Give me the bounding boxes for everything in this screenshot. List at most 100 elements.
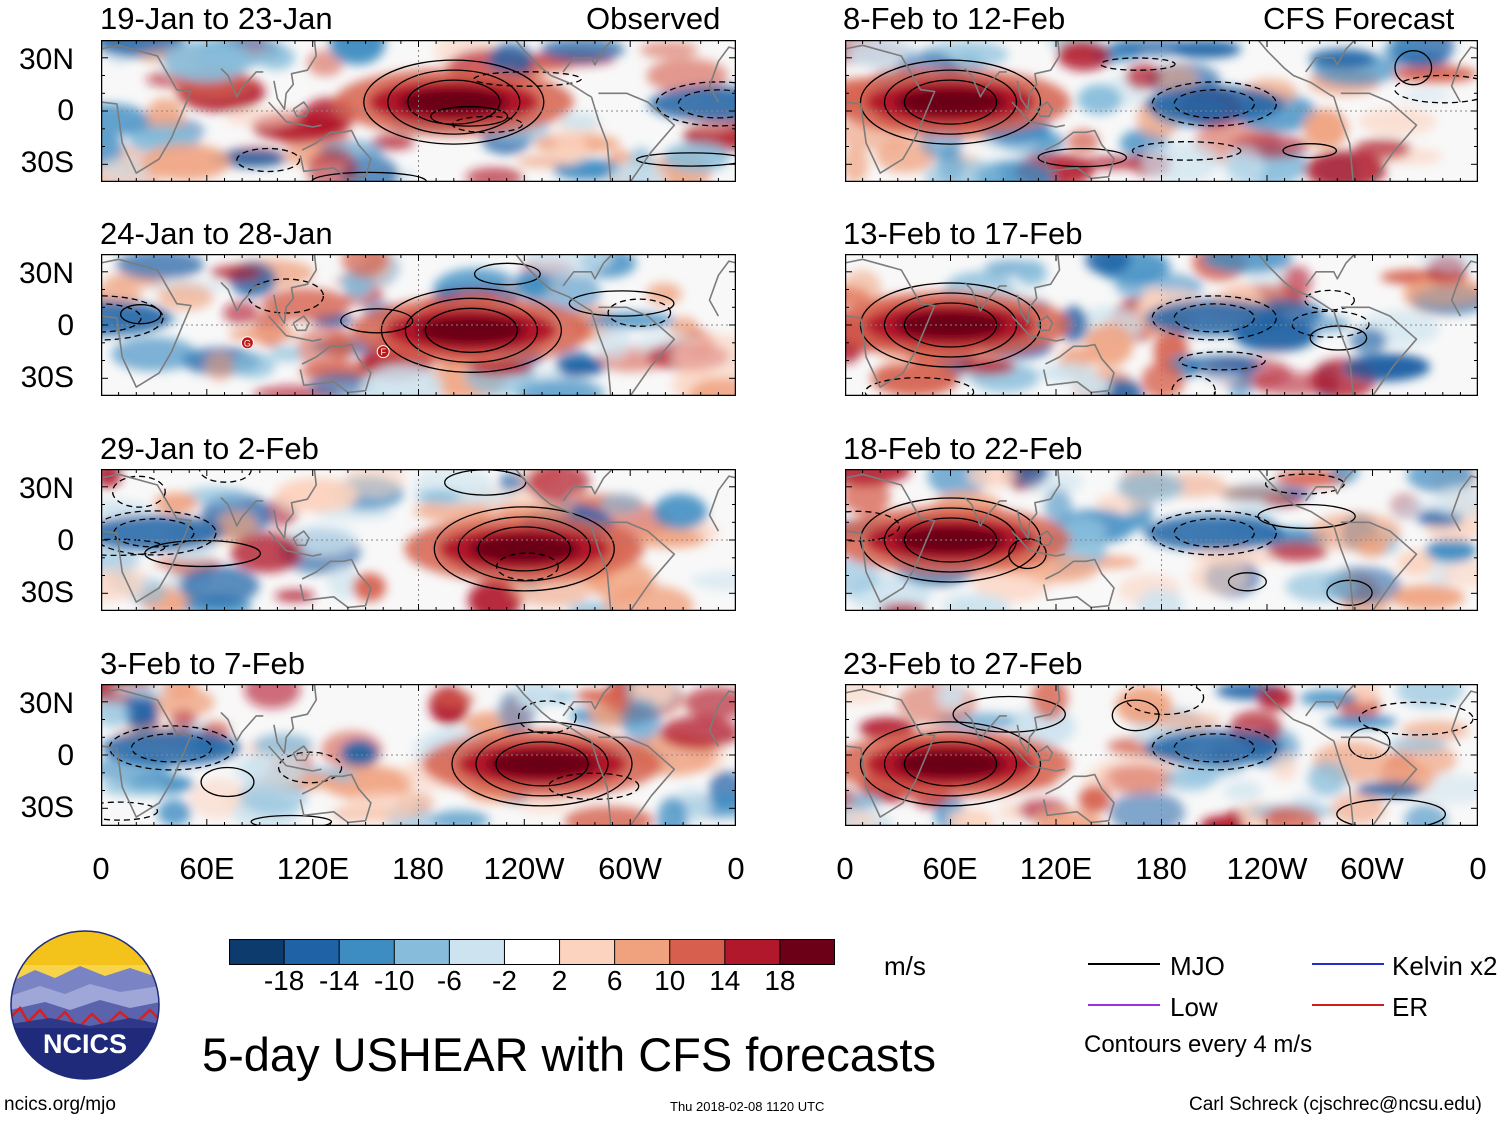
contour-line bbox=[119, 304, 162, 325]
anomaly-blob bbox=[1057, 41, 1111, 72]
anomaly-blob bbox=[1108, 791, 1185, 826]
coast-indonesia bbox=[1011, 315, 1065, 342]
colorbar-tick-label: 10 bbox=[654, 965, 686, 996]
anomaly-blob bbox=[306, 149, 359, 182]
colorbar-swatch-5 bbox=[504, 939, 561, 965]
coast-south-america bbox=[1333, 306, 1418, 396]
contour-line bbox=[1291, 310, 1370, 338]
contour-positive-2 bbox=[859, 59, 1042, 145]
anomaly-blob bbox=[554, 348, 594, 378]
panel-title-fcst-1: 8-Feb to 12-Feb bbox=[843, 1, 1066, 36]
colorbar-tick-label: 14 bbox=[709, 965, 741, 996]
anomaly-blob bbox=[1100, 764, 1175, 794]
anomaly-blob bbox=[659, 716, 736, 750]
ytick-0-2: 0 bbox=[57, 309, 74, 342]
coast-india bbox=[964, 496, 1007, 527]
anomaly-blob bbox=[297, 325, 352, 370]
contour-positive-2 bbox=[380, 287, 563, 373]
anomaly-blob bbox=[413, 500, 493, 522]
anomaly-min bbox=[1144, 729, 1285, 766]
coast-africa bbox=[845, 258, 936, 388]
anomaly-blob bbox=[653, 493, 708, 530]
panel-title-fcst-2: 13-Feb to 17-Feb bbox=[843, 216, 1083, 251]
contour-line bbox=[101, 538, 166, 557]
anomaly-blob bbox=[1310, 512, 1401, 551]
coast-north-america bbox=[1257, 469, 1335, 527]
anomaly-blob bbox=[1354, 138, 1411, 159]
contour-positive-2 bbox=[433, 506, 615, 592]
coast-south-america bbox=[1333, 92, 1418, 182]
colorbar-frame bbox=[229, 939, 835, 965]
anomaly-blob bbox=[1111, 40, 1195, 57]
anomaly-blob bbox=[1035, 809, 1104, 826]
contour-line bbox=[1111, 699, 1160, 732]
xtick-r-0-end: 0 bbox=[1469, 851, 1487, 886]
anomaly-blob bbox=[210, 265, 263, 281]
map-panel-fcst-4 bbox=[845, 684, 1478, 826]
coast-se-asia bbox=[273, 254, 317, 324]
contour-note: Contours every 4 m/s bbox=[1084, 1031, 1313, 1058]
anomaly-blob bbox=[343, 790, 418, 823]
colorbar-tick-label: -2 bbox=[492, 965, 517, 996]
contour-line bbox=[473, 71, 582, 87]
contour-line bbox=[607, 298, 672, 327]
xtick-r-120w: 120W bbox=[1226, 851, 1308, 886]
legend-line-low bbox=[1088, 1004, 1160, 1006]
anomaly-blob bbox=[244, 684, 301, 709]
anomaly-blob bbox=[1266, 541, 1328, 562]
column-label-observed: Observed bbox=[586, 1, 721, 36]
anomaly-blob bbox=[1257, 686, 1294, 711]
contour-negative-1 bbox=[1151, 725, 1277, 771]
contour-negative-0 bbox=[130, 733, 213, 763]
anomaly-blob bbox=[599, 493, 643, 514]
anomaly-blob bbox=[179, 565, 260, 606]
chart-title: 5-day USHEAR with CFS forecasts bbox=[202, 1028, 936, 1081]
anomaly-blob bbox=[101, 500, 152, 517]
anomaly-blob bbox=[488, 42, 534, 78]
anomaly-blob bbox=[1400, 89, 1452, 103]
anomaly-blob bbox=[1251, 372, 1337, 396]
contour-positive-1 bbox=[883, 731, 1018, 797]
anomaly-blob bbox=[205, 351, 234, 382]
colorbar-tick-labels: -18 -14 -10 -6 -2 2 6 10 14 18 bbox=[229, 967, 835, 997]
contour-positive-2 bbox=[451, 721, 633, 807]
legend-label-kelvin: Kelvin x2 bbox=[1392, 951, 1498, 981]
anomaly-blob bbox=[1083, 323, 1134, 367]
anomaly-blob bbox=[948, 594, 1011, 611]
ytick-30n-2: 30N bbox=[18, 257, 74, 290]
anomaly-blob bbox=[498, 471, 525, 494]
coast-gulf bbox=[1305, 469, 1356, 502]
coast-africa-west bbox=[1450, 46, 1478, 103]
coast-north-america bbox=[514, 254, 592, 312]
anomaly-blob bbox=[141, 143, 231, 181]
legend-line-er bbox=[1312, 1004, 1384, 1006]
contour-line bbox=[1257, 503, 1356, 529]
contour-line bbox=[340, 308, 414, 334]
contour-positive-0 bbox=[424, 307, 519, 353]
contour-line bbox=[1227, 572, 1267, 592]
anomaly-blob bbox=[847, 812, 878, 826]
xtick-r-60w: 60W bbox=[1340, 851, 1404, 886]
anomaly-blob bbox=[526, 469, 590, 504]
anomaly-blob bbox=[1404, 804, 1448, 826]
panel-title-obs-2: 24-Jan to 28-Jan bbox=[100, 216, 333, 251]
colorbar-tick-label: 6 bbox=[606, 965, 623, 996]
ncics-logo: NCICS bbox=[10, 930, 160, 1080]
colorbar-swatch-0 bbox=[229, 939, 285, 965]
anomaly-blob bbox=[1222, 146, 1265, 182]
contour-line bbox=[952, 695, 1066, 733]
anomaly-blob bbox=[1223, 780, 1262, 801]
contour-line bbox=[1099, 57, 1176, 71]
footer-url[interactable]: ncics.org/mjo bbox=[4, 1094, 116, 1115]
units-label: m/s bbox=[884, 951, 926, 981]
anomaly-max-core bbox=[895, 749, 1006, 778]
ytick-30s-1: 30S bbox=[20, 146, 74, 179]
coast-south-america bbox=[590, 92, 676, 182]
xtick-r-180: 180 bbox=[1135, 851, 1187, 886]
anomaly-blob bbox=[998, 801, 1023, 822]
coast-australia bbox=[299, 343, 372, 394]
anomaly-blob bbox=[662, 142, 731, 173]
anomaly-min bbox=[1144, 514, 1285, 551]
anomaly-blob bbox=[101, 779, 168, 796]
contour-line bbox=[568, 290, 675, 317]
